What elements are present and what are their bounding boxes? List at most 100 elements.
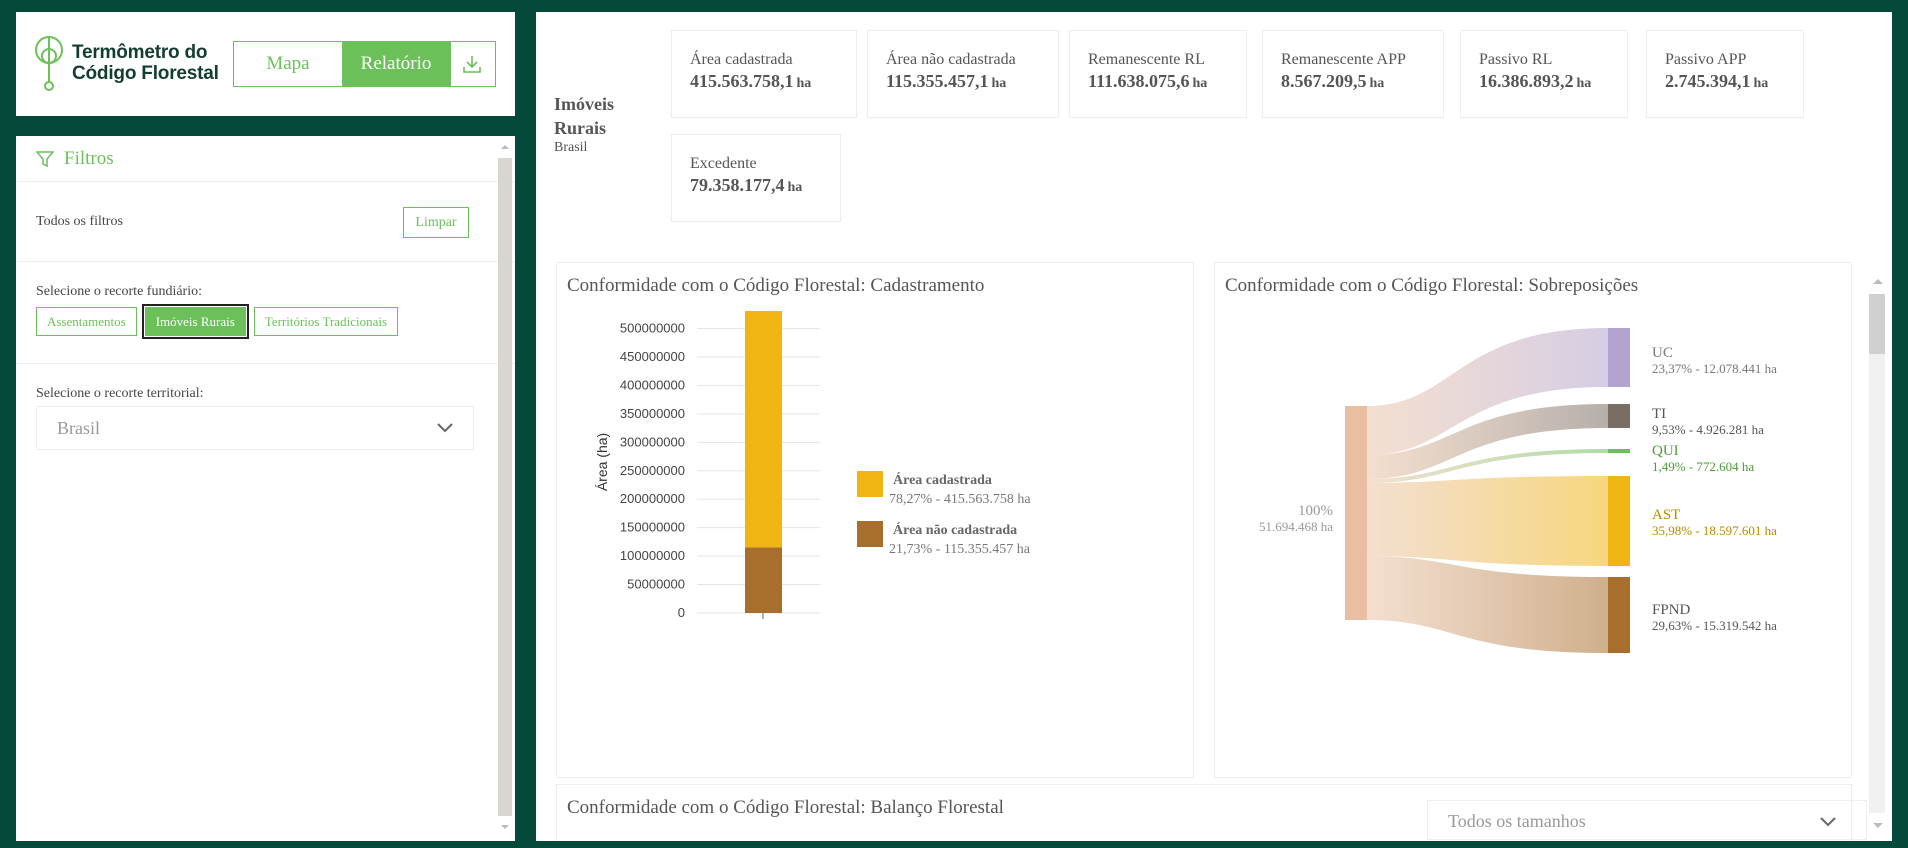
stat-card: Área cadastrada 415.563.758,1 ha [671,30,857,118]
brand-name-line2: Código Florestal [72,63,219,84]
stat-card: Passivo APP 2.745.394,1 ha [1646,30,1804,118]
cadastramento-chart: 0 50000000 100000000 150000000 200000000 2500… [594,311,820,620]
sankey-node-fpnd[interactable] [1608,577,1630,653]
sankey-node-uc[interactable] [1608,328,1630,387]
legend-swatch-nao-cadastrada [857,521,883,547]
bar-segment-nao-cadastrada [745,547,782,613]
brand-logo[interactable]: Termômetro do Código Florestal [34,30,234,102]
legend-detail: 21,73% - 115.355.457 ha [889,542,1031,557]
sankey-source-label: 100% 51.694.468 ha [1253,503,1333,535]
chip-territorios-tradicionais[interactable]: Territórios Tradicionais [253,307,399,336]
sobreposicoes-sankey [1345,328,1630,653]
chevron-down-icon [1820,817,1836,827]
stat-label: Área não cadastrada [886,51,1016,68]
stat-label: Remanescente RL [1088,51,1205,68]
stat-card: Excedente 79.358.177,4 ha [671,134,841,222]
legend-item-nao-cadastrada[interactable]: Área não cadastrada 21,73% - 115.355.457… [857,521,1031,571]
view-toggle: Mapa Relatório [233,41,451,87]
y-tick-label: 0 [678,605,685,620]
y-tick-label: 100000000 [620,548,685,563]
territorial-select-value: Brasil [57,417,100,438]
scroll-down-arrow-icon [1873,823,1883,828]
sankey-link-qui[interactable] [1367,449,1608,483]
cadastramento-card: Conformidade com o Código Florestal: Cad… [556,262,1194,778]
filter-icon [36,150,54,167]
sobreposicoes-card: Conformidade com o Código Florestal: Sob… [1214,262,1852,778]
stat-value: 16.386.893,2 ha [1479,71,1592,91]
sankey-link-ti[interactable] [1367,404,1608,479]
stat-label: Remanescente APP [1281,51,1406,68]
size-select-value: Todos os tamanhos [1448,811,1586,831]
filter-scrollbar-thumb[interactable] [498,158,512,816]
stat-label: Excedente [690,155,757,172]
stat-value: 115.355.457,1 ha [886,71,1007,91]
y-tick-label: 250000000 [620,463,685,478]
territorial-select[interactable]: Brasil [36,406,474,450]
stat-value: 8.567.209,5 ha [1281,71,1385,91]
scroll-up-arrow-icon [1873,279,1883,284]
all-filters-section: Todos os filtros Limpar [16,182,515,262]
y-tick-label: 400000000 [620,377,685,392]
territorial-section: Selecione o recorte territorial: Brasil [16,364,515,450]
filter-scrollbar[interactable] [495,142,512,832]
stat-card: Passivo RL 16.386.893,2 ha [1460,30,1628,118]
download-button[interactable] [448,41,496,87]
stat-value: 415.563.758,1 ha [690,71,812,91]
size-select[interactable]: Todos os tamanhos [1427,800,1867,840]
y-tick-label: 150000000 [620,520,685,535]
entity-name: Imóveis Rurais [554,94,614,138]
scroll-up-arrow-icon [501,145,509,149]
mapa-button[interactable]: Mapa [234,42,342,86]
legend-name: Área não cadastrada [893,523,1018,538]
entity-region: Brasil [554,140,588,155]
sankey-source-pct: 100% [1298,503,1333,519]
fundiario-section: Selecione o recorte fundiário: Assentame… [16,262,515,364]
chip-assentamentos[interactable]: Assentamentos [36,307,137,336]
download-icon [463,56,481,73]
filters-header[interactable]: Filtros [16,136,515,182]
legend-name: Área cadastrada [893,473,992,488]
sankey-link-fpnd[interactable] [1367,556,1608,653]
scroll-down-arrow-icon [501,825,509,829]
brand-name-line1: Termômetro do [72,42,208,63]
chevron-down-icon [437,423,453,433]
cadastramento-legend: Área cadastrada 78,27% - 415.563.758 ha … [857,471,1031,571]
main-scrollbar[interactable] [1866,276,1885,831]
sankey-link-uc[interactable] [1367,328,1608,455]
stat-card: Remanescente APP 8.567.209,5 ha [1262,30,1444,118]
balanco-card: Conformidade com o Código Florestal: Bal… [556,784,1867,841]
relatorio-button[interactable]: Relatório [342,42,450,86]
y-tick-label: 450000000 [620,349,685,364]
clear-filters-button[interactable]: Limpar [403,207,469,238]
sankey-link-ast[interactable] [1367,476,1608,566]
legend-detail: 78,27% - 415.563.758 ha [889,492,1031,507]
main-scrollbar-track[interactable] [1869,294,1885,813]
fundiario-label: Selecione o recorte fundiário: [36,284,202,299]
tree-logo-icon [35,36,63,91]
legend-swatch-cadastrada [857,471,883,497]
stat-value: 79.358.177,4 ha [690,175,803,195]
sankey-node-ast[interactable] [1608,476,1630,566]
sankey-target-label-fpnd: FPND 29,63% - 15.319.542 ha [1652,602,1777,633]
y-tick-label: 350000000 [620,406,685,421]
y-tick-label: 50000000 [627,577,685,592]
filters-title: Filtros [64,147,114,169]
y-axis-label: Área (ha) [594,433,610,491]
stat-value: 111.638.075,6 ha [1088,71,1208,91]
stat-card: Remanescente RL 111.638.075,6 ha [1069,30,1247,118]
sankey-target-label-qui: QUI 1,49% - 772.604 ha [1652,443,1755,474]
sankey-target-label-ti: TI 9,53% - 4.926.281 ha [1652,406,1764,437]
stat-card: Área não cadastrada 115.355.457,1 ha [867,30,1059,118]
sankey-source-value: 51.694.468 ha [1258,519,1333,534]
entity-heading: Imóveis Rurais Brasil [554,92,624,156]
legend-item-cadastrada[interactable]: Área cadastrada 78,27% - 415.563.758 ha [857,471,1031,521]
bar-segment-cadastrada [745,311,782,548]
main-scrollbar-thumb[interactable] [1869,294,1885,354]
chip-imoveis-rurais[interactable]: Imóveis Rurais [141,304,249,339]
report-panel: Imóveis Rurais Brasil Área cadastrada 41… [536,12,1892,841]
sankey-node-source[interactable] [1345,406,1367,620]
sankey-target-label-uc: UC 23,37% - 12.078.441 ha [1652,345,1777,376]
sankey-node-ti[interactable] [1608,404,1630,428]
sobreposicoes-title: Conformidade com o Código Florestal: Sob… [1225,275,1639,296]
sankey-node-qui[interactable] [1608,449,1630,453]
